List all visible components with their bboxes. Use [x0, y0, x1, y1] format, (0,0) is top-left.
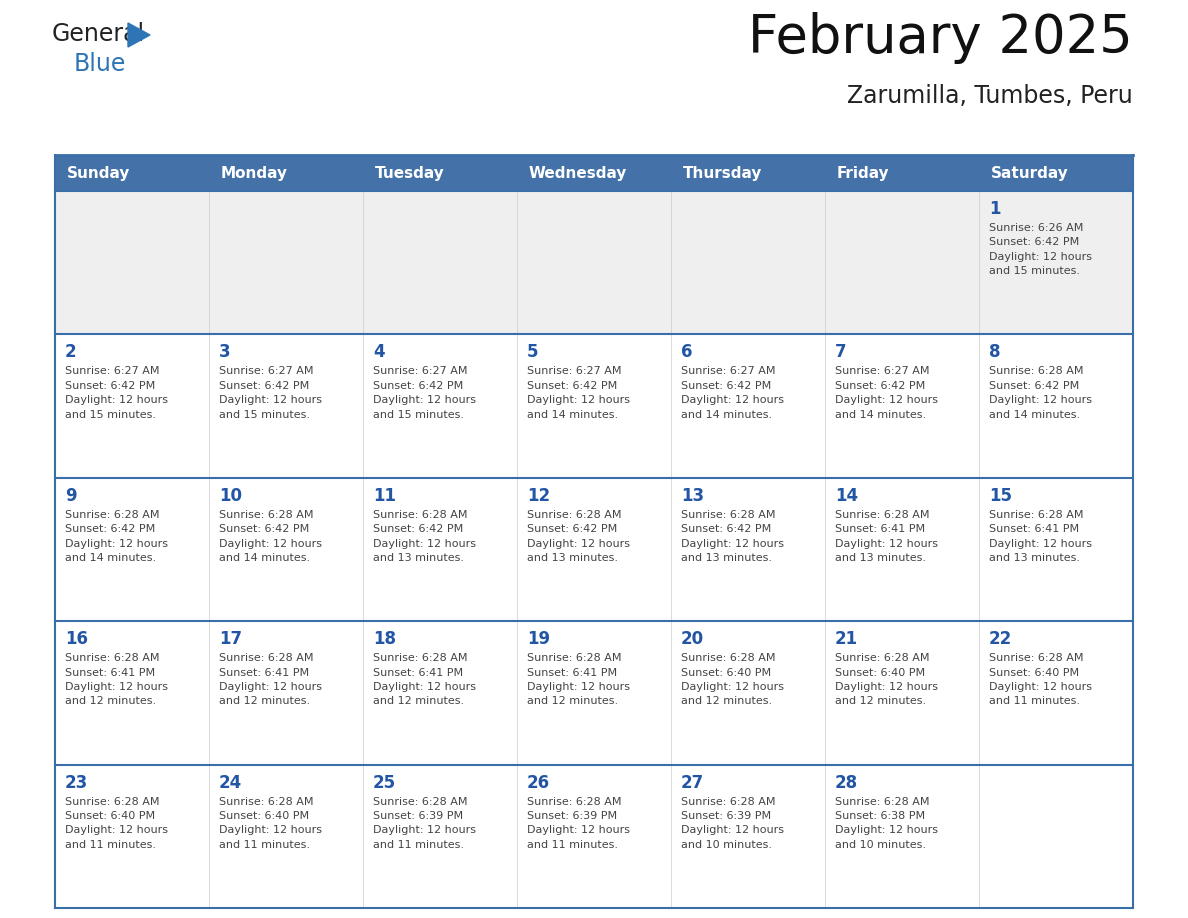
Text: Sunrise: 6:28 AM
Sunset: 6:41 PM
Daylight: 12 hours
and 12 minutes.: Sunrise: 6:28 AM Sunset: 6:41 PM Dayligh… [65, 654, 168, 706]
Text: Sunrise: 6:28 AM
Sunset: 6:39 PM
Daylight: 12 hours
and 11 minutes.: Sunrise: 6:28 AM Sunset: 6:39 PM Dayligh… [527, 797, 630, 850]
Text: 1: 1 [988, 200, 1000, 218]
Text: Sunrise: 6:28 AM
Sunset: 6:42 PM
Daylight: 12 hours
and 13 minutes.: Sunrise: 6:28 AM Sunset: 6:42 PM Dayligh… [527, 509, 630, 563]
Text: Sunrise: 6:28 AM
Sunset: 6:40 PM
Daylight: 12 hours
and 12 minutes.: Sunrise: 6:28 AM Sunset: 6:40 PM Dayligh… [681, 654, 784, 706]
Text: 16: 16 [65, 630, 88, 648]
Bar [55, 155, 209, 191]
Text: Sunrise: 6:28 AM
Sunset: 6:42 PM
Daylight: 12 hours
and 14 minutes.: Sunrise: 6:28 AM Sunset: 6:42 PM Dayligh… [219, 509, 322, 563]
Text: Sunrise: 6:28 AM
Sunset: 6:41 PM
Daylight: 12 hours
and 12 minutes.: Sunrise: 6:28 AM Sunset: 6:41 PM Dayligh… [219, 654, 322, 706]
Text: February 2025: February 2025 [748, 12, 1133, 64]
Text: Tuesday: Tuesday [375, 165, 444, 181]
Text: Sunrise: 6:26 AM
Sunset: 6:42 PM
Daylight: 12 hours
and 15 minutes.: Sunrise: 6:26 AM Sunset: 6:42 PM Dayligh… [988, 223, 1092, 276]
Text: Sunrise: 6:28 AM
Sunset: 6:40 PM
Daylight: 12 hours
and 11 minutes.: Sunrise: 6:28 AM Sunset: 6:40 PM Dayligh… [219, 797, 322, 850]
Text: Sunrise: 6:28 AM
Sunset: 6:38 PM
Daylight: 12 hours
and 10 minutes.: Sunrise: 6:28 AM Sunset: 6:38 PM Dayligh… [835, 797, 939, 850]
Text: Zarumilla, Tumbes, Peru: Zarumilla, Tumbes, Peru [847, 84, 1133, 108]
Text: Sunrise: 6:28 AM
Sunset: 6:39 PM
Daylight: 12 hours
and 10 minutes.: Sunrise: 6:28 AM Sunset: 6:39 PM Dayligh… [681, 797, 784, 850]
Bar [671, 155, 824, 191]
Text: 12: 12 [527, 487, 550, 505]
Text: Sunrise: 6:28 AM
Sunset: 6:40 PM
Daylight: 12 hours
and 12 minutes.: Sunrise: 6:28 AM Sunset: 6:40 PM Dayligh… [835, 654, 939, 706]
Text: Sunrise: 6:27 AM
Sunset: 6:42 PM
Daylight: 12 hours
and 14 minutes.: Sunrise: 6:27 AM Sunset: 6:42 PM Dayligh… [681, 366, 784, 420]
Text: Sunrise: 6:27 AM
Sunset: 6:42 PM
Daylight: 12 hours
and 15 minutes.: Sunrise: 6:27 AM Sunset: 6:42 PM Dayligh… [65, 366, 168, 420]
Text: Sunrise: 6:27 AM
Sunset: 6:42 PM
Daylight: 12 hours
and 14 minutes.: Sunrise: 6:27 AM Sunset: 6:42 PM Dayligh… [835, 366, 939, 420]
Text: 17: 17 [219, 630, 242, 648]
Text: 7: 7 [835, 343, 847, 362]
Text: General: General [52, 22, 145, 46]
Bar [55, 765, 1133, 908]
Text: 3: 3 [219, 343, 230, 362]
Text: 2: 2 [65, 343, 76, 362]
Text: 21: 21 [835, 630, 858, 648]
Text: Sunrise: 6:28 AM
Sunset: 6:42 PM
Daylight: 12 hours
and 13 minutes.: Sunrise: 6:28 AM Sunset: 6:42 PM Dayligh… [373, 509, 476, 563]
Text: Sunrise: 6:28 AM
Sunset: 6:40 PM
Daylight: 12 hours
and 11 minutes.: Sunrise: 6:28 AM Sunset: 6:40 PM Dayligh… [65, 797, 168, 850]
Text: Thursday: Thursday [683, 165, 763, 181]
Text: Sunrise: 6:28 AM
Sunset: 6:39 PM
Daylight: 12 hours
and 11 minutes.: Sunrise: 6:28 AM Sunset: 6:39 PM Dayligh… [373, 797, 476, 850]
Text: 28: 28 [835, 774, 858, 791]
Text: Sunrise: 6:28 AM
Sunset: 6:41 PM
Daylight: 12 hours
and 12 minutes.: Sunrise: 6:28 AM Sunset: 6:41 PM Dayligh… [373, 654, 476, 706]
Text: Sunrise: 6:28 AM
Sunset: 6:42 PM
Daylight: 12 hours
and 14 minutes.: Sunrise: 6:28 AM Sunset: 6:42 PM Dayligh… [988, 366, 1092, 420]
Text: 26: 26 [527, 774, 550, 791]
Text: Blue: Blue [74, 52, 126, 76]
Bar [209, 155, 364, 191]
Text: Sunrise: 6:28 AM
Sunset: 6:41 PM
Daylight: 12 hours
and 13 minutes.: Sunrise: 6:28 AM Sunset: 6:41 PM Dayligh… [835, 509, 939, 563]
Text: Sunday: Sunday [67, 165, 131, 181]
Bar [55, 334, 1133, 477]
Text: 8: 8 [988, 343, 1000, 362]
Text: 22: 22 [988, 630, 1012, 648]
Text: Sunrise: 6:27 AM
Sunset: 6:42 PM
Daylight: 12 hours
and 15 minutes.: Sunrise: 6:27 AM Sunset: 6:42 PM Dayligh… [219, 366, 322, 420]
Text: Sunrise: 6:28 AM
Sunset: 6:41 PM
Daylight: 12 hours
and 13 minutes.: Sunrise: 6:28 AM Sunset: 6:41 PM Dayligh… [988, 509, 1092, 563]
Text: 14: 14 [835, 487, 858, 505]
Text: 23: 23 [65, 774, 88, 791]
Text: 11: 11 [373, 487, 396, 505]
Bar [55, 191, 1133, 334]
Text: 4: 4 [373, 343, 385, 362]
Text: Monday: Monday [221, 165, 287, 181]
Bar [824, 155, 979, 191]
Text: 9: 9 [65, 487, 76, 505]
Bar [517, 155, 671, 191]
Text: 24: 24 [219, 774, 242, 791]
Text: 25: 25 [373, 774, 396, 791]
Text: 6: 6 [681, 343, 693, 362]
Text: 20: 20 [681, 630, 704, 648]
Text: Sunrise: 6:28 AM
Sunset: 6:41 PM
Daylight: 12 hours
and 12 minutes.: Sunrise: 6:28 AM Sunset: 6:41 PM Dayligh… [527, 654, 630, 706]
Text: Sunrise: 6:28 AM
Sunset: 6:40 PM
Daylight: 12 hours
and 11 minutes.: Sunrise: 6:28 AM Sunset: 6:40 PM Dayligh… [988, 654, 1092, 706]
Text: 19: 19 [527, 630, 550, 648]
Bar [55, 621, 1133, 765]
Text: Sunrise: 6:27 AM
Sunset: 6:42 PM
Daylight: 12 hours
and 14 minutes.: Sunrise: 6:27 AM Sunset: 6:42 PM Dayligh… [527, 366, 630, 420]
Text: 10: 10 [219, 487, 242, 505]
Text: Sunrise: 6:28 AM
Sunset: 6:42 PM
Daylight: 12 hours
and 13 minutes.: Sunrise: 6:28 AM Sunset: 6:42 PM Dayligh… [681, 509, 784, 563]
Text: Sunrise: 6:27 AM
Sunset: 6:42 PM
Daylight: 12 hours
and 15 minutes.: Sunrise: 6:27 AM Sunset: 6:42 PM Dayligh… [373, 366, 476, 420]
Text: Sunrise: 6:28 AM
Sunset: 6:42 PM
Daylight: 12 hours
and 14 minutes.: Sunrise: 6:28 AM Sunset: 6:42 PM Dayligh… [65, 509, 168, 563]
Text: Wednesday: Wednesday [529, 165, 627, 181]
Text: 5: 5 [527, 343, 538, 362]
Text: 13: 13 [681, 487, 704, 505]
Text: Friday: Friday [838, 165, 890, 181]
Bar [979, 155, 1133, 191]
Text: 27: 27 [681, 774, 704, 791]
Text: 18: 18 [373, 630, 396, 648]
Text: 15: 15 [988, 487, 1012, 505]
Polygon shape [128, 23, 150, 47]
Text: Saturday: Saturday [991, 165, 1069, 181]
Bar [55, 477, 1133, 621]
Bar [364, 155, 517, 191]
